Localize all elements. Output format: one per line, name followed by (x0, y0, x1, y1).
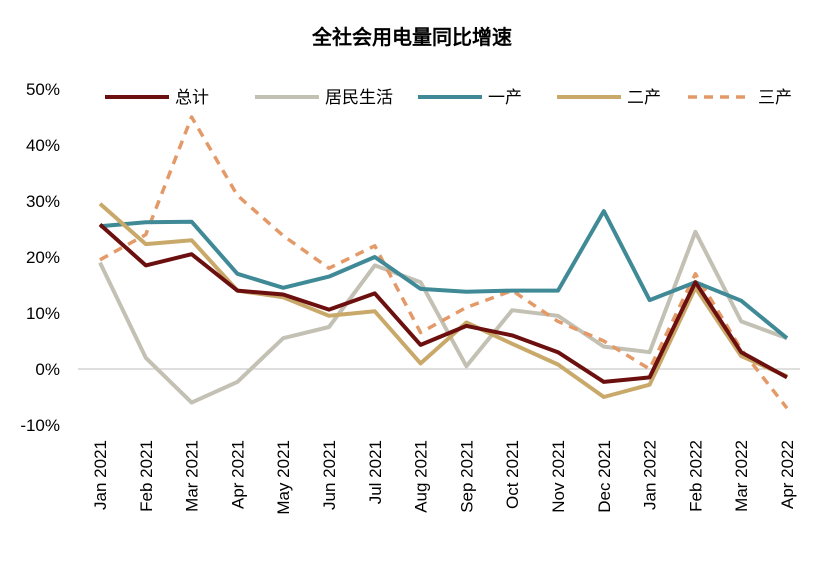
legend-label-2: 一产 (488, 88, 522, 107)
x-tick-label: Apr 2021 (228, 440, 247, 509)
y-tick-label: -10% (20, 416, 60, 435)
y-tick-label: 30% (26, 192, 60, 211)
series-line-0 (98, 223, 788, 384)
y-tick-label: 0% (35, 360, 60, 379)
chart-title: 全社会用电量同比增速 (311, 25, 512, 49)
x-tick-label: Jan 2022 (641, 440, 660, 510)
legend-label-1: 居民生活 (325, 88, 393, 107)
y-tick-label: 50% (26, 80, 60, 99)
series-line-4 (99, 115, 789, 410)
x-tick-label: Mar 2022 (732, 440, 751, 512)
x-tick-label: Apr 2022 (778, 440, 797, 509)
x-tick-label: Feb 2021 (137, 440, 156, 512)
series-layer (98, 115, 789, 410)
series-line-1 (98, 229, 788, 405)
x-tick-label: Mar 2021 (183, 440, 202, 512)
legend-label-3: 二产 (627, 88, 661, 107)
y-tick-label: 10% (26, 304, 60, 323)
x-tick-label: Jun 2021 (320, 440, 339, 510)
x-tick-label: Sep 2021 (457, 440, 476, 513)
legend-label-0: 总计 (175, 88, 209, 107)
series-line-3 (98, 202, 788, 399)
x-axis: Jan 2021 Feb 2021 Mar 2021 Apr 2021 May 2021… (91, 440, 797, 515)
x-tick-label: May 2021 (274, 440, 293, 515)
y-axis: -10% 0% 10% 20% 30% 40% 50% (20, 80, 60, 435)
x-tick-label: Dec 2021 (595, 440, 614, 513)
x-tick-label: Aug 2021 (412, 440, 431, 513)
y-tick-label: 40% (26, 136, 60, 155)
x-tick-label: Jan 2021 (91, 440, 110, 510)
legend-label-4: 三产 (758, 88, 792, 107)
y-tick-label: 20% (26, 248, 60, 267)
x-tick-label: Nov 2021 (549, 440, 568, 513)
legend: 总计 居民生活 一产 二产 三产 (105, 88, 792, 107)
x-tick-label: Feb 2022 (686, 440, 705, 512)
x-tick-label: Jul 2021 (366, 440, 385, 504)
series-line-2 (99, 209, 789, 340)
x-tick-label: Oct 2021 (503, 440, 522, 509)
